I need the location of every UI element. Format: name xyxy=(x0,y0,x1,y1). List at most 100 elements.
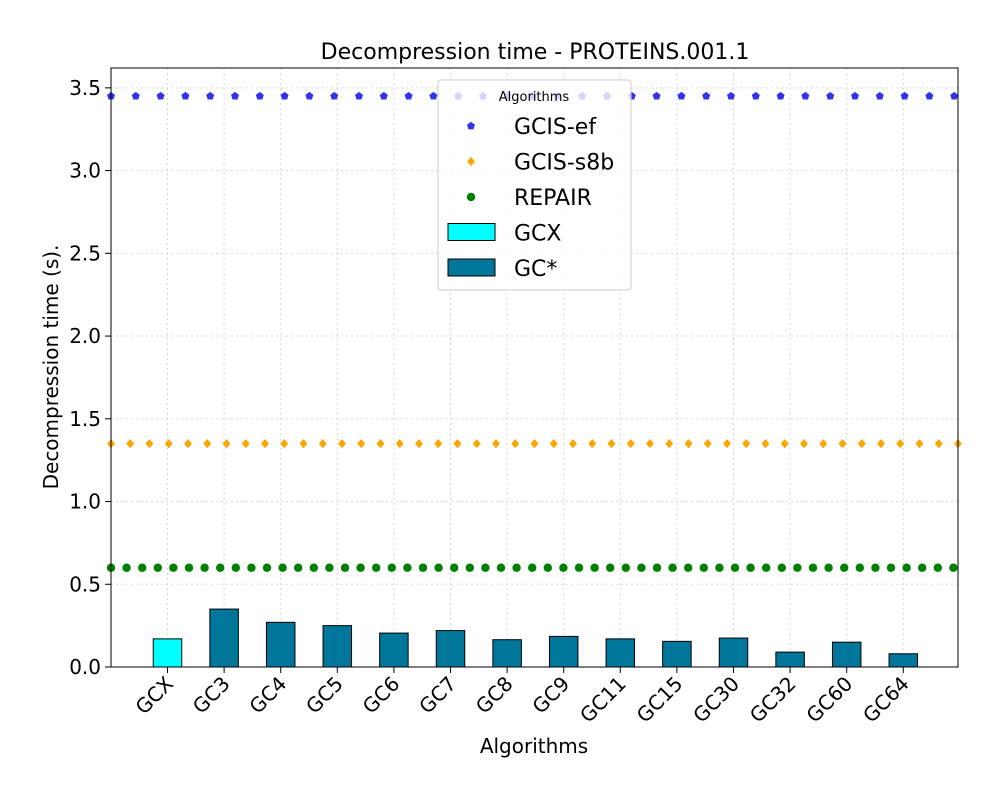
reference-marker xyxy=(169,563,178,572)
reference-marker xyxy=(727,91,735,100)
x-tick-label: GCX xyxy=(131,671,179,719)
bar xyxy=(888,653,919,668)
reference-marker xyxy=(900,91,909,100)
legend-label: GCIS-ef xyxy=(514,115,597,140)
reference-marker xyxy=(418,563,428,572)
reference-marker xyxy=(184,438,192,449)
x-tick-label: GC5 xyxy=(301,672,348,719)
reference-marker xyxy=(840,563,849,572)
reference-marker xyxy=(730,563,740,572)
reference-marker xyxy=(481,563,490,572)
y-tick-label: 0.5 xyxy=(69,572,101,596)
x-tick-label: GC8 xyxy=(471,672,518,719)
x-tick-label: GC3 xyxy=(188,672,235,719)
reference-marker xyxy=(325,563,334,572)
reference-marker xyxy=(549,438,558,449)
x-tick-label: GC9 xyxy=(527,672,574,719)
x-tick-label: GC32 xyxy=(745,672,801,728)
reference-marker xyxy=(231,563,240,572)
reference-marker xyxy=(606,563,615,572)
reference-marker xyxy=(372,563,381,572)
reference-marker xyxy=(543,563,552,572)
reference-marker xyxy=(875,91,884,100)
y-tick-label: 1.5 xyxy=(69,407,101,431)
legend-label: GCX xyxy=(514,222,561,247)
y-tick-label: 1.0 xyxy=(69,490,101,514)
reference-marker xyxy=(559,563,568,572)
y-axis: 0.0 0.5 1.0 1.5 2.0 2.5 3.0 3.5 xyxy=(69,76,111,679)
reference-marker xyxy=(153,563,162,572)
reference-marker xyxy=(356,563,365,572)
reference-marker xyxy=(851,91,859,100)
x-tick-label: GC15 xyxy=(632,672,688,728)
reference-marker xyxy=(216,563,225,572)
x-tick-label: GC7 xyxy=(414,672,461,719)
reference-marker xyxy=(429,91,438,100)
reference-marker xyxy=(933,563,942,572)
reference-marker xyxy=(222,438,231,449)
reference-marker xyxy=(902,563,911,572)
reference-marker xyxy=(637,563,646,572)
reference-marker xyxy=(877,438,885,449)
bar xyxy=(435,630,466,668)
plot-frame xyxy=(110,67,959,668)
y-tick-label: 0.0 xyxy=(69,655,101,679)
reference-marker xyxy=(808,563,818,572)
reference-marker xyxy=(404,91,413,100)
reference-marker xyxy=(181,91,190,100)
reference-marker xyxy=(684,563,693,572)
reference-marker xyxy=(247,563,256,572)
bar xyxy=(831,641,862,668)
y-tick-label: 3.0 xyxy=(69,159,101,183)
reference-marker xyxy=(915,438,924,449)
reference-lines xyxy=(106,91,962,572)
legend: Algorithms GCIS-ef GCIS-s8b REPAIR GCX GC* xyxy=(437,79,632,291)
reference-marker xyxy=(338,438,346,449)
reference-marker xyxy=(164,438,173,449)
reference-marker xyxy=(294,563,303,572)
reference-marker xyxy=(340,563,350,572)
reference-marker xyxy=(871,563,880,572)
reference-marker xyxy=(684,438,693,449)
x-axis-label: Algorithms xyxy=(480,734,588,758)
reference-marker xyxy=(896,438,905,449)
reference-marker xyxy=(318,438,327,449)
reference-marker xyxy=(403,563,412,572)
x-axis: GCX GC3 GC4 GC5 GC6 GC7 GC8 GC9 GC11 GC15 GC30 GC32… xyxy=(131,667,914,727)
reference-marker xyxy=(918,563,927,572)
reference-marker xyxy=(255,91,264,100)
bar xyxy=(662,640,692,668)
reference-line-gcis-s8b xyxy=(107,438,962,449)
reference-marker xyxy=(299,438,308,449)
x-tick-label: GC64 xyxy=(858,672,914,728)
y-tick-label: 2.5 xyxy=(69,241,101,265)
bar xyxy=(265,621,296,668)
reference-marker xyxy=(793,563,802,572)
reference-marker xyxy=(206,91,215,100)
reference-marker xyxy=(746,563,755,572)
bar xyxy=(605,638,636,668)
legend-label: GC* xyxy=(514,257,557,282)
reference-marker xyxy=(156,91,165,100)
reference-marker xyxy=(574,563,584,572)
bar xyxy=(718,637,749,668)
reference-marker xyxy=(857,438,866,449)
reference-marker xyxy=(379,91,388,100)
bars xyxy=(152,608,919,668)
reference-marker xyxy=(761,438,770,449)
legend-patch xyxy=(447,223,496,241)
bar xyxy=(209,608,239,668)
reference-marker xyxy=(231,91,239,100)
reference-marker xyxy=(751,91,760,100)
reference-marker xyxy=(280,438,289,449)
reference-marker xyxy=(715,563,724,572)
bar xyxy=(548,635,579,668)
reference-marker xyxy=(886,563,896,572)
reference-marker xyxy=(626,438,635,449)
reference-marker xyxy=(607,438,616,449)
reference-marker xyxy=(261,438,269,449)
reference-marker xyxy=(309,563,318,572)
reference-marker xyxy=(511,438,520,449)
bar xyxy=(322,625,353,668)
x-tick-label: GC60 xyxy=(801,672,857,728)
